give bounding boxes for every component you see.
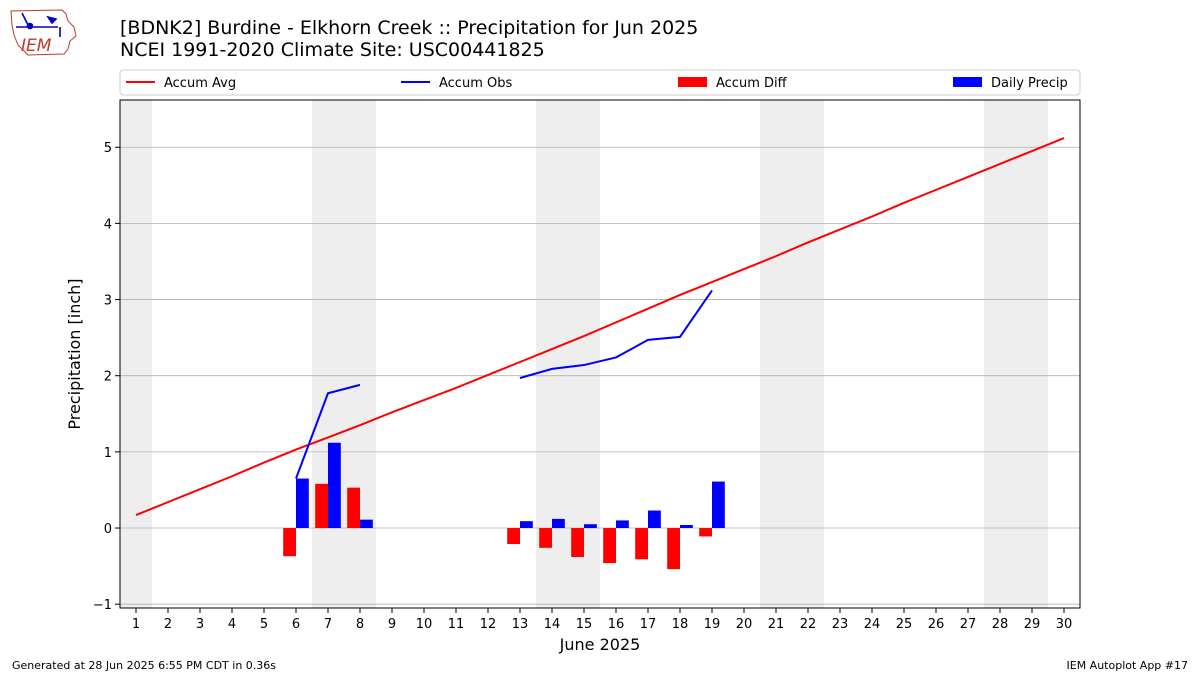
legend-label: Accum Avg: [164, 76, 236, 91]
y-tick-label: 2: [104, 370, 112, 385]
x-tick-label: 2: [164, 617, 172, 632]
daily-precip-bar: [296, 478, 309, 529]
weekend-band: [120, 100, 152, 608]
lines: [135, 137, 1065, 517]
accum-obs-line: [295, 383, 361, 479]
y-tick-label: 0: [104, 522, 112, 537]
y-tick-label: −1: [93, 598, 112, 613]
x-tick-label: 28: [992, 617, 1009, 632]
legend-box: [119, 69, 1081, 96]
x-tick-label: 17: [640, 617, 657, 632]
accum-diff-bar: [699, 528, 712, 537]
bars: [283, 442, 725, 570]
accum-diff-bar: [539, 528, 552, 548]
app-note: IEM Autoplot App #17: [1066, 659, 1189, 672]
weekend-bands: [120, 100, 1048, 608]
weekend-band: [760, 100, 824, 608]
x-tick-label: 16: [608, 617, 625, 632]
accum-diff-bar: [571, 528, 584, 557]
x-tick-label: 23: [832, 617, 849, 632]
x-tick-label: 1: [132, 617, 140, 632]
accum-diff-bar: [635, 528, 648, 560]
x-tick-label: 30: [1056, 617, 1073, 632]
x-tick-label: 6: [292, 617, 300, 632]
accum-diff-bar: [347, 487, 360, 529]
x-axis-label: June 2025: [559, 635, 641, 654]
daily-precip-bar: [712, 481, 725, 529]
x-tick-label: 24: [864, 617, 881, 632]
generated-note: Generated at 28 Jun 2025 6:55 PM CDT in …: [12, 659, 277, 672]
x-tick-label: 27: [960, 617, 977, 632]
x-tick-label: 11: [448, 617, 465, 632]
y-tick-label: 1: [104, 446, 112, 461]
x-tick-label: 19: [704, 617, 721, 632]
y-axis-label: Precipitation [inch]: [65, 278, 84, 429]
logo-text: IEM: [21, 36, 52, 56]
x-tick-label: 18: [672, 617, 689, 632]
legend-label: Accum Obs: [439, 76, 512, 91]
legend-swatch: [678, 77, 707, 87]
x-axis: 1 2 3 4 5 6 7 8 9 10 11 12 13 14 15 16 17 18 19 20 21 22 23 24 2…: [132, 608, 1072, 632]
legend-label: Daily Precip: [991, 76, 1068, 91]
daily-precip-bar: [680, 524, 693, 529]
daily-precip-bar: [552, 518, 565, 529]
grid-lines: [120, 146, 1080, 605]
x-tick-label: 7: [324, 617, 332, 632]
plot-frame: [119, 99, 1081, 609]
accum-diff-bar: [507, 528, 520, 545]
daily-precip-bar: [328, 442, 341, 529]
accum-diff-bar: [283, 528, 296, 557]
y-tick-label: 4: [104, 217, 112, 232]
weekend-band: [312, 100, 376, 608]
x-tick-label: 21: [768, 617, 785, 632]
daily-precip-bar: [520, 521, 533, 529]
x-tick-label: 25: [896, 617, 913, 632]
y-tick-label: 3: [104, 294, 112, 309]
x-tick-label: 9: [388, 617, 396, 632]
y-tick-label: 5: [104, 141, 112, 156]
accum-diff-bar: [667, 528, 680, 570]
y-axis: −1 0 1 2 3 4 5: [93, 141, 120, 613]
accum-diff-bar: [315, 483, 328, 529]
x-tick-label: 20: [736, 617, 753, 632]
x-tick-label: 12: [480, 617, 497, 632]
legend-label: Accum Diff: [716, 76, 788, 91]
x-tick-label: 29: [1024, 617, 1041, 632]
x-tick-label: 15: [576, 617, 593, 632]
daily-precip-bar: [360, 519, 373, 529]
x-tick-label: 22: [800, 617, 817, 632]
daily-precip-bar: [616, 520, 629, 529]
x-tick-label: 3: [196, 617, 204, 632]
chart-title: [BDNK2] Burdine - Elkhorn Creek :: Preci…: [120, 17, 699, 39]
chart-subtitle: NCEI 1991-2020 Climate Site: USC00441825: [120, 39, 545, 61]
accum-diff-bar: [603, 528, 616, 564]
iem-logo: IEM: [10, 9, 77, 56]
x-tick-label: 8: [356, 617, 364, 632]
weekend-band: [984, 100, 1048, 608]
x-tick-label: 10: [416, 617, 433, 632]
weather-station-icon: [16, 12, 61, 37]
weekend-band: [536, 100, 600, 608]
accum-obs-line: [519, 289, 713, 379]
daily-precip-bar: [584, 524, 597, 529]
x-tick-label: 13: [512, 617, 529, 632]
x-tick-label: 5: [260, 617, 268, 632]
x-tick-label: 4: [228, 617, 236, 632]
accum-avg-line: [135, 137, 1065, 517]
legend-swatch: [953, 77, 982, 87]
x-tick-label: 26: [928, 617, 945, 632]
x-tick-label: 14: [544, 617, 561, 632]
legend: Accum Avg Accum Obs Accum Diff Daily Precip: [119, 69, 1081, 96]
daily-precip-bar: [648, 510, 661, 529]
